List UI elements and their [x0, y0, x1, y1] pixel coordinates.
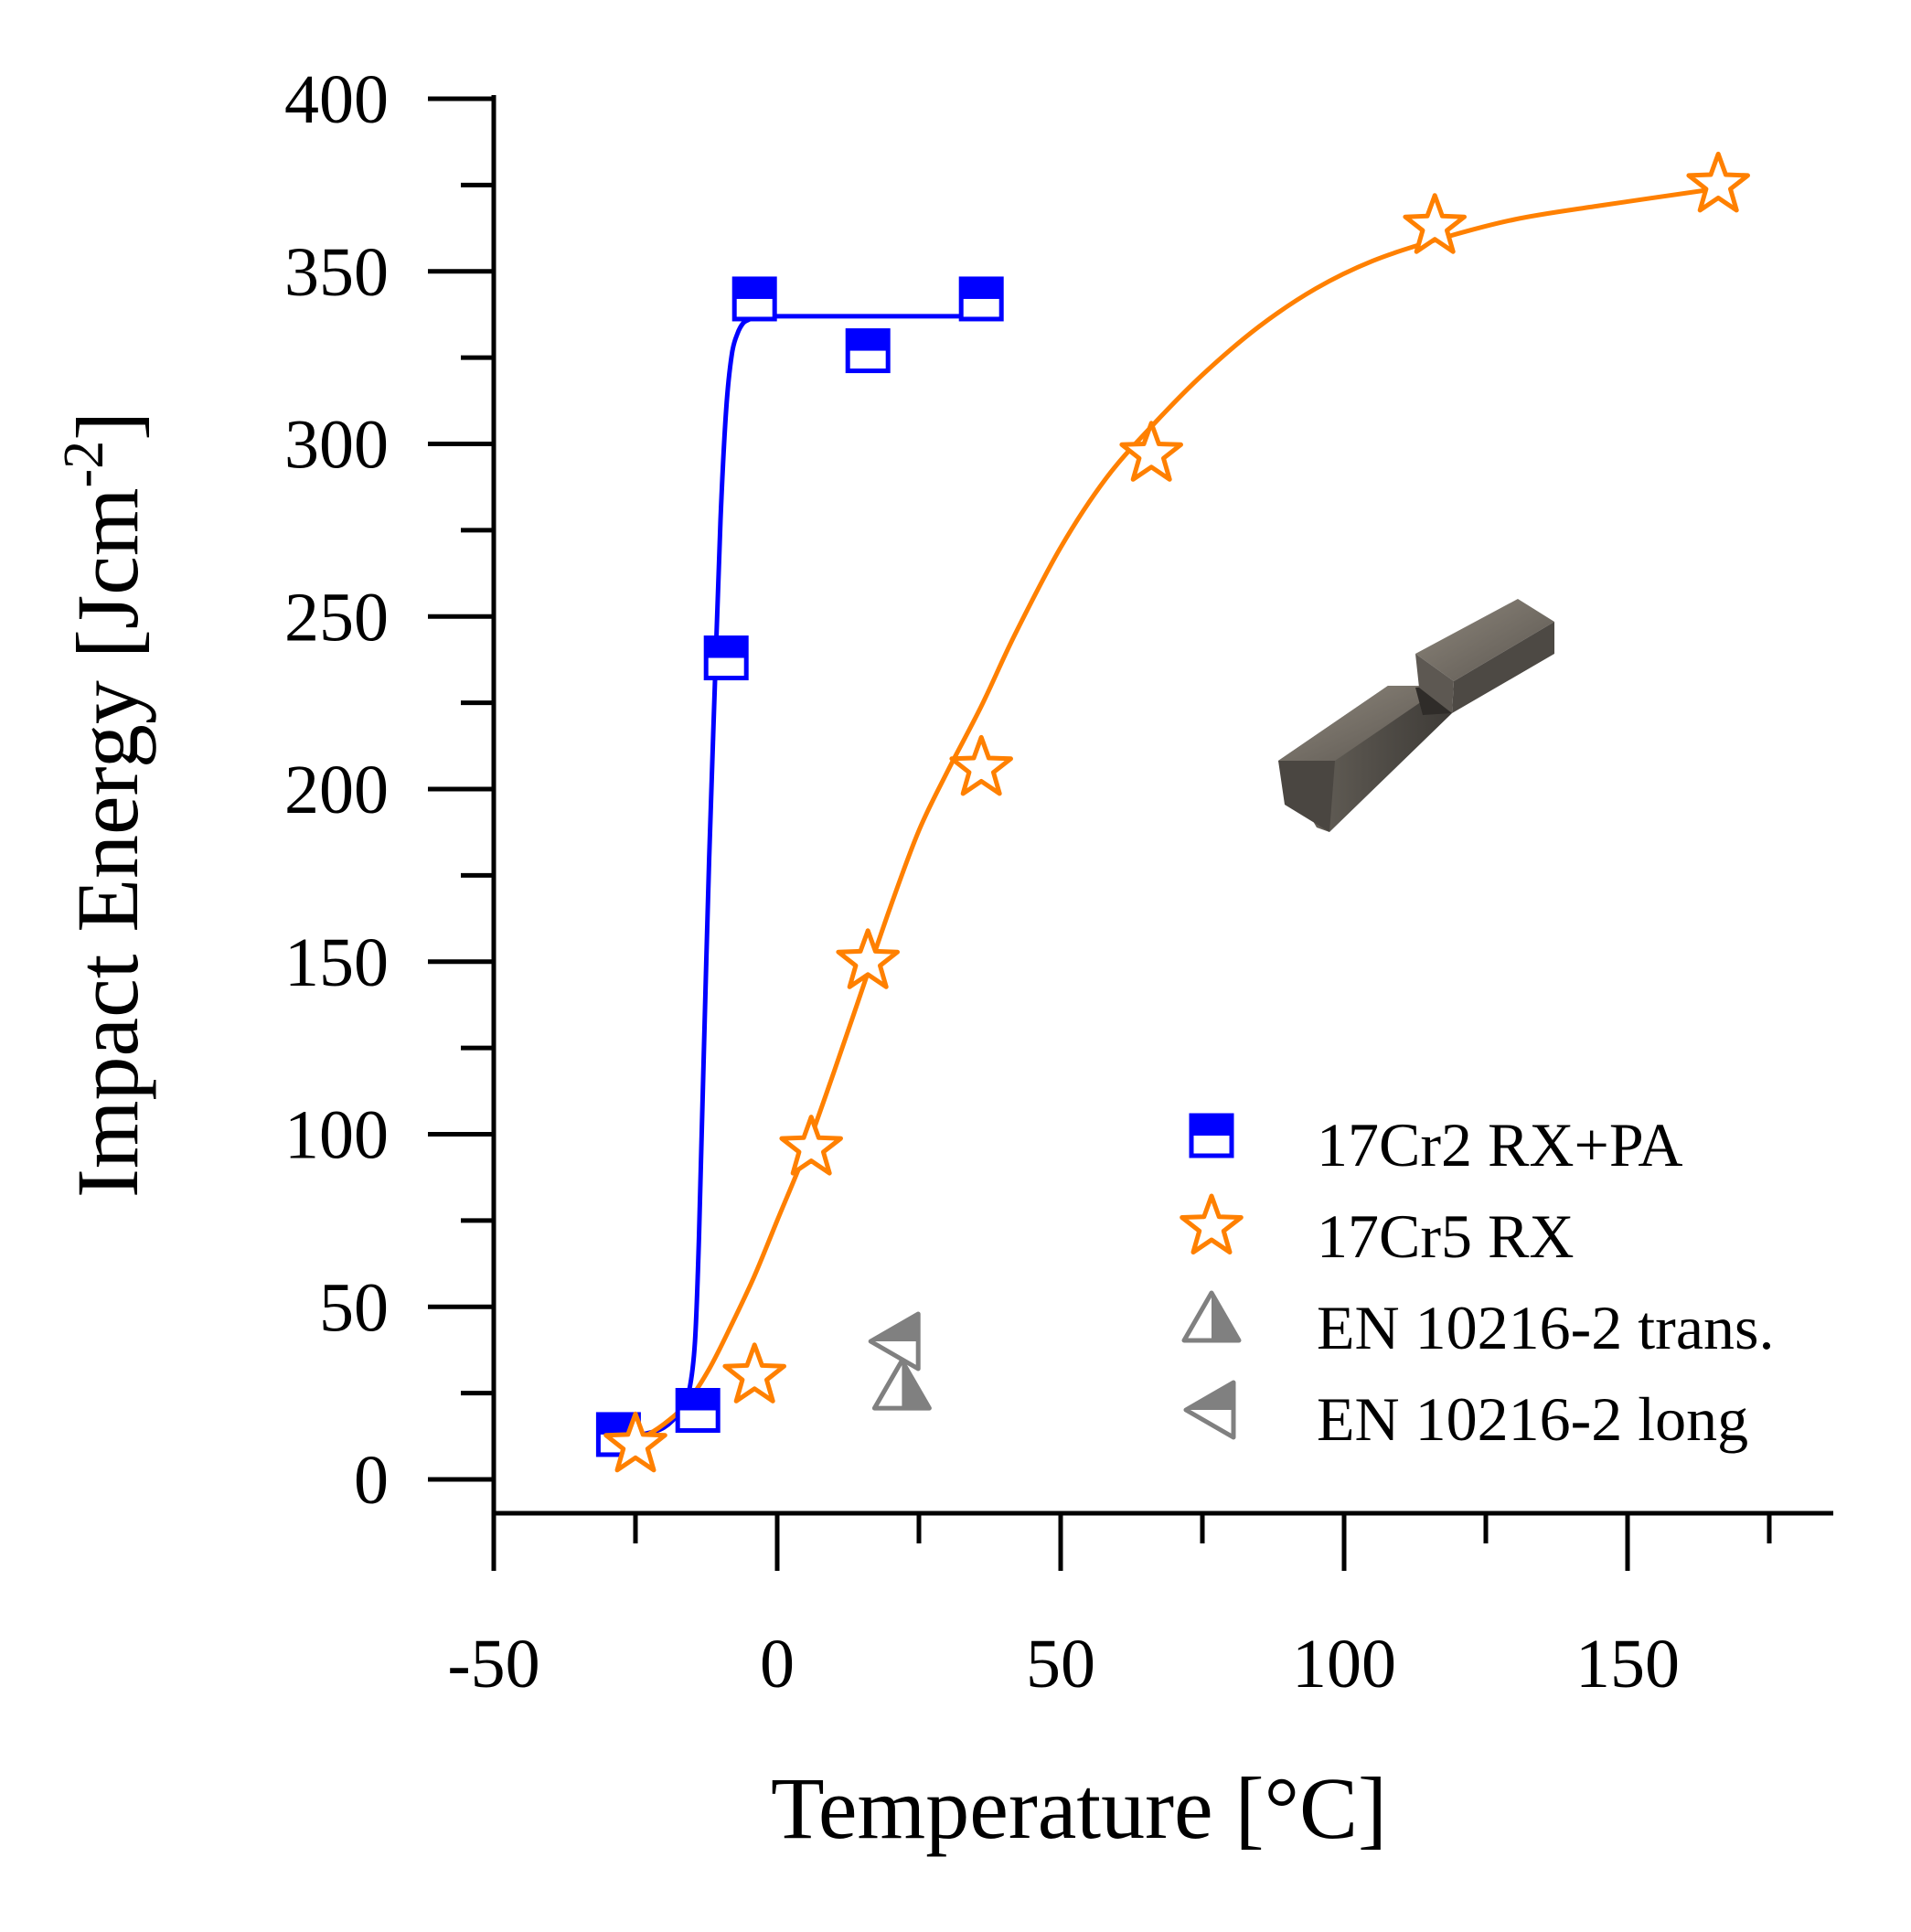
- legend: 17Cr2 RX+PA 17Cr5 RX EN 10216-2 trans. E…: [1180, 1110, 1774, 1454]
- marker-series-1-point-7: [1686, 151, 1750, 213]
- data-markers: [595, 151, 1750, 1473]
- x-tick-label--50: -50: [447, 1626, 539, 1703]
- legend-marker-triangle-left: [1183, 1380, 1236, 1440]
- marker-series-1-point-1: [722, 1342, 786, 1404]
- marker-series-1-point-5: [1119, 421, 1183, 482]
- fit-curve-series-1: [617, 186, 1719, 1447]
- axes: [491, 95, 1833, 1516]
- legend-item-17cr5: 17Cr5 RX: [1180, 1193, 1574, 1271]
- marker-series-1-point-6: [1403, 193, 1467, 254]
- marker-series-0-point-3: [731, 276, 777, 322]
- legend-label-en-trans: EN 10216-2 trans.: [1317, 1293, 1774, 1362]
- y-tick-label-350: 350: [284, 234, 389, 311]
- legend-symbol-0: [1189, 1113, 1234, 1158]
- legend-label-17cr2: 17Cr2 RX+PA: [1317, 1110, 1683, 1179]
- legend-marker-square: [1189, 1113, 1234, 1158]
- legend-marker-star: [1180, 1193, 1244, 1254]
- marker-series-1-point-3: [836, 928, 900, 989]
- legend-item-17cr2: 17Cr2 RX+PA: [1189, 1110, 1683, 1179]
- x-tick-label-100: 100: [1292, 1626, 1396, 1703]
- y-axis-title-close: ]: [59, 411, 156, 441]
- y-tick-label-400: 400: [284, 61, 389, 138]
- notched-bar-specimen-icon: [1278, 599, 1554, 832]
- marker-series-1-point-2: [779, 1115, 843, 1176]
- y-axis-title: Impact Energy [Jcm-2]: [53, 411, 156, 1198]
- marker-series-1-point-4: [949, 734, 1013, 796]
- x-tick-label-150: 150: [1575, 1626, 1680, 1703]
- legend-label-17cr5: 17Cr5 RX: [1317, 1201, 1574, 1271]
- legend-symbol-1: [1180, 1193, 1244, 1254]
- marker-series-1-point-0: [603, 1411, 667, 1473]
- marker-series-0-point-4: [845, 328, 891, 374]
- y-axis-title-main: Impact Energy [Jcm: [59, 488, 156, 1199]
- marker-series-3-point-0: [868, 1311, 921, 1372]
- legend-symbol-2: [1181, 1290, 1242, 1343]
- y-tick-label-300: 300: [284, 407, 389, 484]
- y-axis-title-superscript: -2: [53, 441, 115, 488]
- fit-curve-series-0: [618, 314, 982, 1441]
- y-tick-label-200: 200: [284, 752, 389, 828]
- legend-item-en-trans: EN 10216-2 trans.: [1181, 1290, 1774, 1362]
- marker-series-2-point-0: [871, 1358, 932, 1411]
- legend-item-en-long: EN 10216-2 long: [1183, 1380, 1748, 1454]
- marker-series-0-point-1: [675, 1388, 721, 1433]
- y-ticks: 0 50 100 150 200 250 300 350 400: [284, 61, 494, 1519]
- legend-label-en-long: EN 10216-2 long: [1317, 1384, 1748, 1454]
- marker-series-0-point-2: [703, 635, 749, 681]
- marker-series-0-point-5: [958, 276, 1004, 322]
- x-tick-label-50: 50: [1026, 1626, 1095, 1703]
- x-axis-title: Temperature [°C]: [771, 1759, 1387, 1857]
- y-tick-label-0: 0: [354, 1442, 389, 1519]
- y-tick-label-100: 100: [284, 1097, 389, 1174]
- y-tick-label-150: 150: [284, 924, 389, 1001]
- x-ticks: -50 0 50 100 150: [447, 1513, 1772, 1703]
- x-tick-label-0: 0: [760, 1626, 795, 1703]
- legend-symbol-3: [1183, 1380, 1236, 1440]
- legend-marker-triangle-up: [1181, 1290, 1242, 1343]
- y-tick-label-50: 50: [319, 1269, 389, 1346]
- y-tick-label-250: 250: [284, 579, 389, 656]
